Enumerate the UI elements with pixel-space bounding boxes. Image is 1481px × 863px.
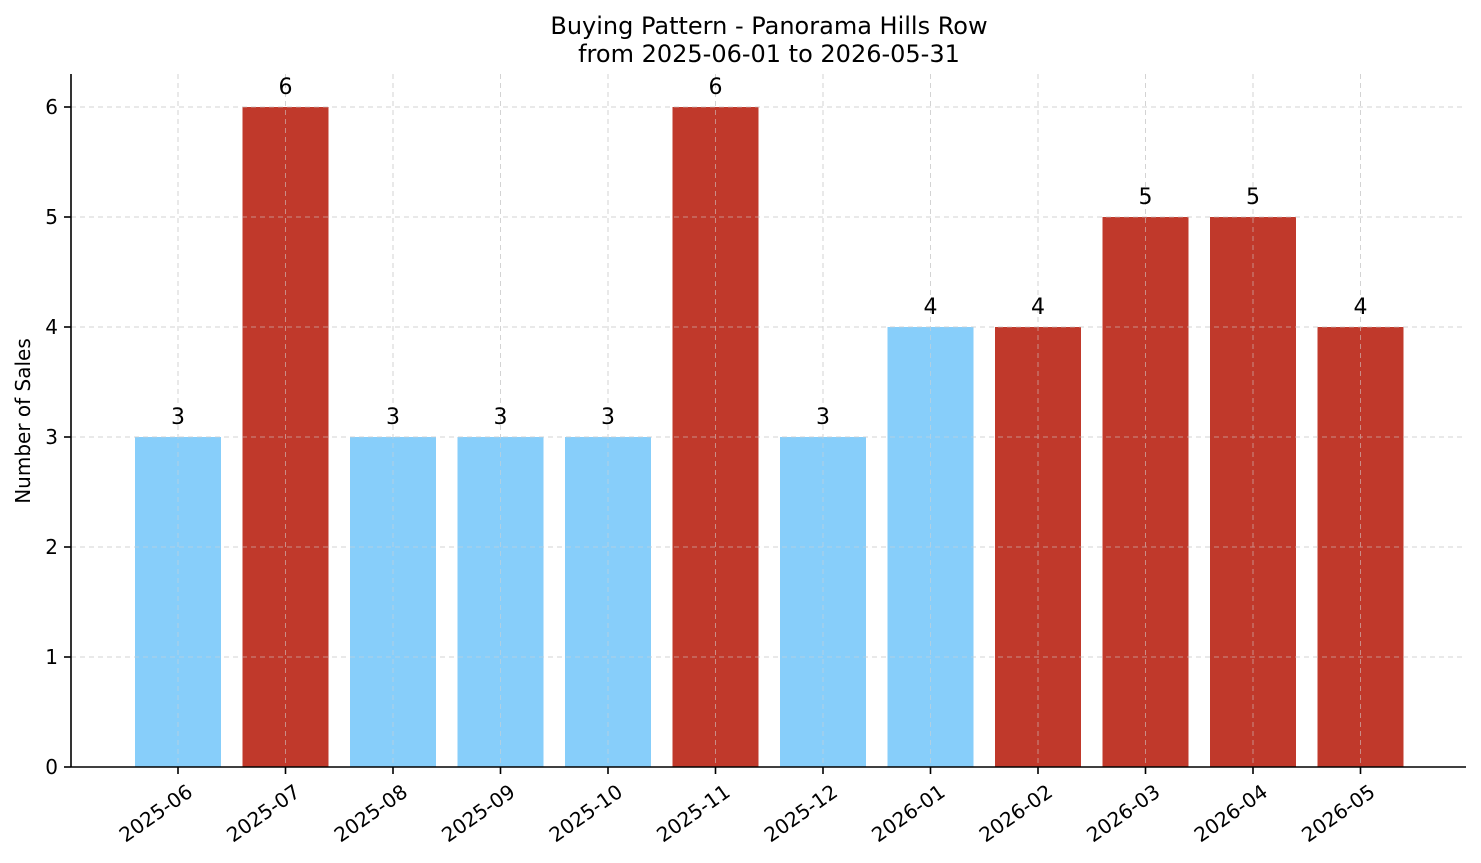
y-tick-label: 0 bbox=[45, 755, 58, 779]
data-label-2026-01: 4 bbox=[924, 295, 938, 320]
axes-layer bbox=[70, 74, 1466, 768]
y-tick-label: 2 bbox=[45, 535, 58, 559]
x-tick-label: 2026-04 bbox=[1190, 779, 1272, 847]
chart-subtitle: from 2025-06-01 to 2026-05-31 bbox=[578, 40, 960, 68]
y-axis-label: Number of Sales bbox=[11, 338, 35, 504]
data-label-2026-04: 5 bbox=[1246, 185, 1260, 210]
data-label-2025-08: 3 bbox=[386, 405, 400, 430]
y-tick-label: 6 bbox=[45, 95, 58, 119]
x-ticks-layer: 2025-06 2025-07 2025-08 2025-09 2025-10 2025-… bbox=[115, 767, 1379, 847]
data-label-2025-12: 3 bbox=[816, 405, 830, 430]
x-tick-label: 2025-06 bbox=[115, 779, 197, 847]
data-label-2026-05: 4 bbox=[1354, 295, 1368, 320]
x-tick-label: 2026-03 bbox=[1082, 779, 1164, 847]
x-tick-label: 2026-01 bbox=[867, 779, 949, 847]
x-tick-label: 2025-10 bbox=[545, 779, 627, 847]
data-label-2025-09: 3 bbox=[494, 405, 508, 430]
data-label-2026-02: 4 bbox=[1031, 295, 1045, 320]
data-labels-layer: 3 6 3 3 3 6 3 4 4 5 5 4 bbox=[171, 75, 1368, 430]
x-tick-label: 2025-08 bbox=[330, 779, 412, 847]
x-tick-label: 2025-11 bbox=[652, 779, 734, 847]
chart-title: Buying Pattern - Panorama Hills Row bbox=[550, 12, 987, 40]
x-tick-label: 2026-02 bbox=[975, 779, 1057, 847]
data-label-2025-06: 3 bbox=[171, 405, 185, 430]
y-tick-label: 3 bbox=[45, 425, 58, 449]
data-label-2025-07: 6 bbox=[279, 75, 293, 100]
data-label-2025-10: 3 bbox=[601, 405, 615, 430]
data-label-2025-11: 6 bbox=[709, 75, 723, 100]
x-tick-label: 2026-05 bbox=[1297, 779, 1379, 847]
grid-overlay-layer bbox=[71, 74, 1466, 768]
y-tick-label: 4 bbox=[45, 315, 58, 339]
data-label-2026-03: 5 bbox=[1139, 185, 1153, 210]
x-tick-label: 2025-07 bbox=[222, 779, 304, 847]
y-tick-label: 1 bbox=[45, 645, 58, 669]
x-tick-label: 2025-09 bbox=[437, 779, 519, 847]
y-tick-label: 5 bbox=[45, 205, 58, 229]
y-ticks-layer: 0 1 2 3 4 5 6 bbox=[45, 95, 71, 779]
x-tick-label: 2025-12 bbox=[760, 779, 842, 847]
